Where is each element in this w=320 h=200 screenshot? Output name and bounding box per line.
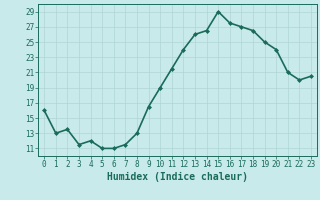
X-axis label: Humidex (Indice chaleur): Humidex (Indice chaleur) [107, 172, 248, 182]
